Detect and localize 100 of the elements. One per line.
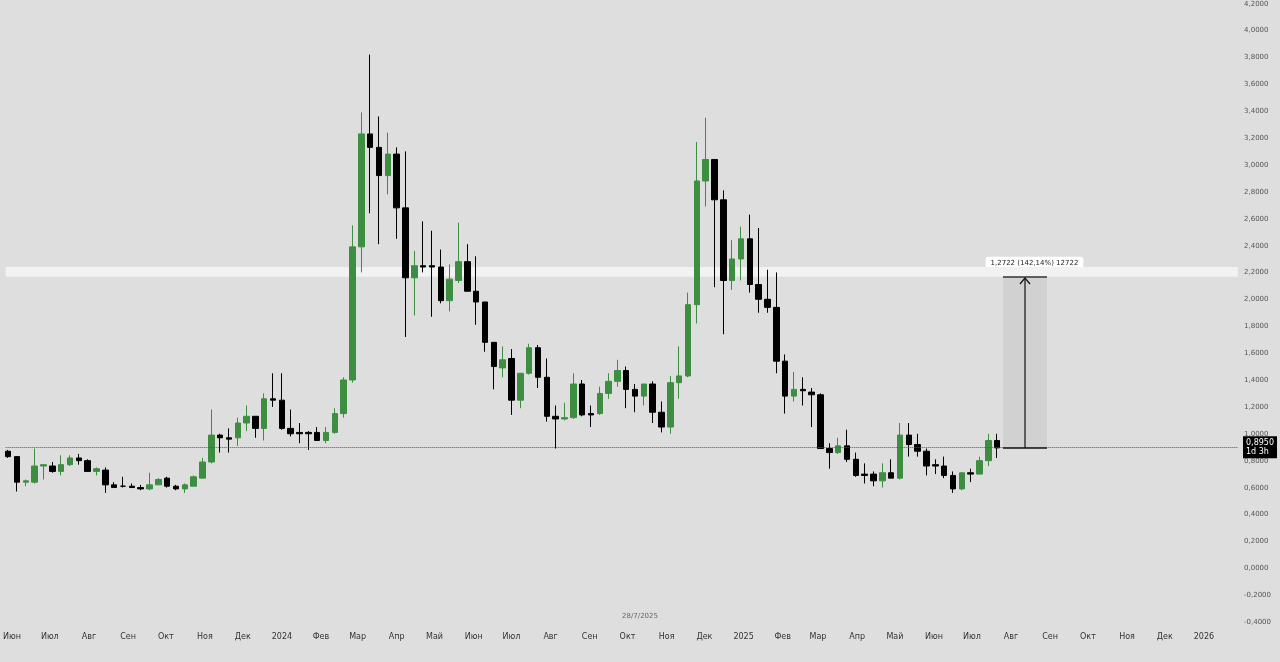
candlestick [808, 387, 815, 428]
candlestick [393, 146, 400, 240]
x-tick-label: Июн [464, 631, 483, 641]
candlestick [729, 239, 735, 291]
candlestick [835, 437, 841, 455]
candlestick [579, 379, 585, 417]
candlestick [323, 426, 329, 444]
candlestick [129, 483, 135, 489]
candlestick [985, 433, 992, 467]
candlestick [588, 405, 594, 428]
candlestick [614, 359, 621, 388]
x-tick-label: 2025 [733, 631, 754, 641]
candlestick [544, 357, 550, 423]
candlestick [517, 372, 524, 409]
x-tick-label: Июл [40, 631, 59, 641]
candlestick [605, 372, 612, 400]
candlestick [438, 249, 444, 304]
candlestick [137, 484, 144, 491]
candlestick [446, 263, 453, 312]
candlestick [235, 417, 241, 447]
candlestick [411, 250, 418, 316]
candlestick [429, 230, 435, 318]
candlestick [923, 448, 930, 476]
candlestick [897, 422, 903, 480]
x-tick-label: Сен [120, 631, 136, 641]
candlestick [764, 269, 771, 314]
candlestick [402, 150, 409, 338]
candlestick [270, 372, 276, 408]
candlestick [58, 454, 64, 476]
candlestick [40, 464, 47, 480]
candlestick [349, 224, 356, 384]
candlestick [120, 476, 126, 489]
candlestick [155, 477, 162, 486]
x-tick-label: Июл [962, 631, 981, 641]
candlestick [649, 380, 656, 424]
candlestick [93, 466, 100, 476]
candlestick [950, 470, 956, 494]
x-tick-label: Сен [581, 631, 598, 641]
candlestick [711, 158, 718, 288]
candlestick [23, 478, 29, 487]
candlestick [367, 54, 373, 214]
x-tick-label: Апр [849, 631, 865, 641]
candlestick [782, 353, 788, 415]
candlestick [455, 222, 462, 284]
x-tick-label: Авг [1003, 631, 1019, 641]
candlestick [641, 383, 647, 407]
candlestick [914, 433, 921, 458]
x-tick-label: Дек [696, 631, 713, 641]
x-tick-label: Окт [1080, 631, 1097, 641]
candlestick [526, 343, 532, 376]
candlestick [208, 409, 215, 464]
x-tick-label: Мар [809, 631, 827, 641]
candlestick [817, 392, 824, 450]
x-tick-label: Авг [543, 631, 558, 641]
candlestick [464, 243, 471, 292]
candlestick [773, 271, 780, 374]
candlestick [941, 456, 947, 479]
candlestick [561, 402, 568, 421]
candlestick [385, 132, 391, 195]
candlestick [420, 220, 426, 273]
candlestick [597, 386, 603, 416]
x-tick-label: Фев [312, 631, 330, 641]
candlestick [314, 426, 320, 441]
candlestick [279, 372, 285, 431]
x-tick-label: Май [886, 631, 904, 641]
x-tick-label: Фев [774, 631, 792, 641]
candlestick [67, 454, 73, 467]
candlestick [976, 456, 983, 475]
x-tick-label: Ноя [1119, 631, 1136, 641]
candlestick [199, 457, 206, 479]
x-tick-label: Дек [234, 631, 251, 641]
candlestick [252, 415, 259, 439]
candlestick [102, 466, 109, 494]
candlestick [296, 422, 303, 444]
candlestick [482, 301, 488, 353]
x-tick-label: Окт [619, 631, 636, 641]
candlestick [332, 407, 338, 435]
candlestick [667, 375, 674, 435]
candlestick [570, 372, 577, 420]
candlestick [861, 462, 868, 485]
x-tick-label: Июн [3, 631, 21, 641]
candlestick [870, 470, 877, 487]
x-tick-label: 2026 [1193, 631, 1215, 641]
candlestick [31, 448, 38, 485]
candlestick [340, 376, 347, 419]
x-tick-label: Авг [81, 631, 97, 641]
x-tick-label: Дек [1156, 631, 1174, 641]
candlestick [888, 458, 894, 479]
x-tick-label: Май [426, 631, 444, 641]
candlestick [376, 115, 382, 245]
candlestick [508, 348, 515, 416]
candlestick [14, 456, 20, 493]
candlestick [261, 392, 267, 441]
candlestick [826, 442, 833, 470]
x-tick-label: Мар [349, 631, 367, 641]
candlestick [305, 430, 312, 451]
ref-line-label: 0,8950 1d 3h [1246, 438, 1274, 457]
candlestick [791, 371, 797, 402]
candlestick [623, 366, 629, 409]
x-tick-label: Июл [502, 631, 521, 641]
